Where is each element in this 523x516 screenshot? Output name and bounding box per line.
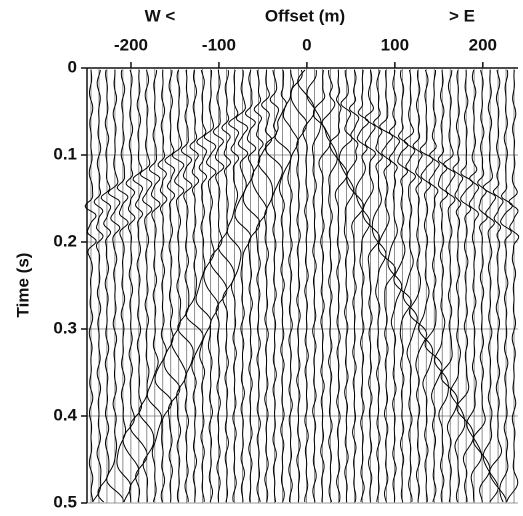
trace: [154, 69, 173, 503]
trace: [321, 69, 338, 503]
trace: [313, 69, 332, 502]
trace: [329, 69, 348, 503]
trace: [234, 69, 252, 503]
trace: [170, 69, 187, 503]
trace: [265, 69, 283, 503]
x-axis-label: Offset (m): [265, 6, 345, 25]
trace: [195, 69, 212, 502]
trace: [306, 70, 322, 503]
trace: [472, 69, 491, 503]
trace: [92, 69, 104, 503]
trace: [355, 69, 371, 503]
trace: [282, 69, 299, 503]
trace: [251, 69, 268, 503]
trace: [177, 69, 194, 502]
trace: [387, 69, 403, 503]
header-left: W <: [145, 6, 176, 25]
y-tick-label: 0.3: [53, 318, 77, 337]
trace: [434, 69, 449, 503]
trace: [338, 69, 355, 503]
trace: [84, 69, 97, 503]
y-axis-label: Time (s): [13, 253, 32, 318]
trace: [297, 69, 316, 503]
trace: [106, 69, 124, 503]
trace: [402, 69, 418, 503]
trace: [377, 69, 396, 503]
trace: [499, 69, 514, 503]
trace: [146, 69, 163, 503]
trace: [440, 69, 458, 503]
trace: [226, 69, 242, 503]
trace: [466, 69, 483, 503]
trace: [456, 69, 475, 502]
trace: [138, 69, 155, 502]
trace: [506, 69, 520, 503]
x-tick-label: 100: [381, 35, 409, 54]
trace: [393, 69, 412, 503]
trace: [163, 70, 181, 503]
trace: [203, 69, 219, 503]
y-tick-label: 0.4: [53, 405, 77, 424]
trace: [217, 69, 235, 503]
x-tick-label: -200: [114, 35, 148, 54]
trace: [408, 69, 428, 503]
y-tick-label: 0: [68, 57, 77, 76]
trace: [129, 69, 148, 503]
trace: [290, 69, 308, 503]
trace: [257, 69, 274, 503]
trace: [242, 69, 261, 503]
trace: [122, 69, 140, 502]
trace: [362, 69, 380, 503]
x-tick-label: -100: [202, 35, 236, 54]
trace: [185, 69, 204, 502]
trace: [418, 69, 434, 503]
trace: [489, 69, 507, 503]
y-tick-label: 0.2: [53, 231, 77, 250]
x-tick-label: 200: [469, 35, 497, 54]
y-tick-label: 0.5: [53, 492, 77, 511]
y-tick-label: 0.1: [53, 144, 77, 163]
trace: [97, 69, 112, 503]
trace: [274, 69, 292, 503]
trace: [209, 69, 228, 503]
trace: [449, 69, 466, 503]
header-right: > E: [449, 6, 475, 25]
trace: [371, 69, 387, 503]
trace: [116, 69, 132, 503]
trace: [482, 70, 499, 503]
trace: [424, 70, 443, 503]
x-tick-label: 0: [302, 35, 311, 54]
trace: [346, 69, 364, 503]
